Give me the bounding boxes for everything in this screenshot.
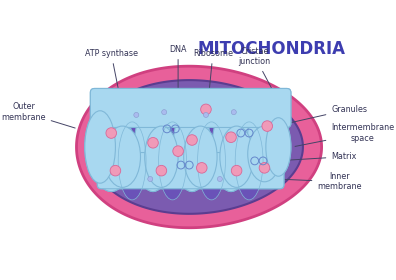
Ellipse shape xyxy=(145,126,178,187)
FancyBboxPatch shape xyxy=(97,153,284,189)
Ellipse shape xyxy=(173,102,211,192)
Circle shape xyxy=(162,110,167,115)
Text: ATP synthase: ATP synthase xyxy=(85,49,138,93)
Circle shape xyxy=(148,137,158,148)
Ellipse shape xyxy=(212,102,250,192)
Polygon shape xyxy=(76,66,322,228)
Ellipse shape xyxy=(184,126,217,187)
Circle shape xyxy=(262,121,272,131)
Polygon shape xyxy=(88,80,303,214)
Circle shape xyxy=(196,163,207,173)
Text: Intermembrane
space: Intermembrane space xyxy=(295,123,394,146)
Text: Inner
membrane: Inner membrane xyxy=(278,172,362,192)
Ellipse shape xyxy=(85,111,115,183)
Ellipse shape xyxy=(85,111,115,183)
Circle shape xyxy=(156,165,167,176)
Ellipse shape xyxy=(119,125,265,178)
Text: Matrix: Matrix xyxy=(278,152,357,161)
Ellipse shape xyxy=(220,126,253,187)
Ellipse shape xyxy=(104,126,141,187)
Ellipse shape xyxy=(104,126,141,187)
Circle shape xyxy=(259,163,270,173)
Ellipse shape xyxy=(134,102,172,192)
FancyBboxPatch shape xyxy=(90,88,291,127)
Text: Cristae
junction: Cristae junction xyxy=(239,47,277,99)
Circle shape xyxy=(226,132,236,143)
Ellipse shape xyxy=(247,101,287,185)
Ellipse shape xyxy=(118,122,146,200)
Text: Ribosome: Ribosome xyxy=(193,49,233,93)
Text: DNA: DNA xyxy=(169,45,187,120)
Ellipse shape xyxy=(184,126,217,187)
Text: Outer
membrane: Outer membrane xyxy=(1,102,75,128)
Ellipse shape xyxy=(89,102,133,192)
Circle shape xyxy=(106,128,116,138)
Text: MITOCHONDRIA: MITOCHONDRIA xyxy=(198,40,346,58)
Circle shape xyxy=(201,104,211,115)
FancyBboxPatch shape xyxy=(90,88,291,127)
Ellipse shape xyxy=(248,126,281,182)
Circle shape xyxy=(173,146,183,157)
Circle shape xyxy=(110,165,121,176)
Ellipse shape xyxy=(266,118,291,176)
Circle shape xyxy=(134,113,139,117)
Ellipse shape xyxy=(198,122,225,200)
Ellipse shape xyxy=(212,102,250,192)
Circle shape xyxy=(204,113,208,117)
Ellipse shape xyxy=(134,102,172,192)
Ellipse shape xyxy=(248,126,281,182)
Text: Granules: Granules xyxy=(278,105,367,125)
Ellipse shape xyxy=(89,102,133,192)
FancyBboxPatch shape xyxy=(97,153,284,189)
Ellipse shape xyxy=(235,122,263,200)
Circle shape xyxy=(217,176,223,181)
Ellipse shape xyxy=(158,122,187,200)
Ellipse shape xyxy=(145,126,178,187)
Circle shape xyxy=(231,110,236,115)
Ellipse shape xyxy=(173,102,211,192)
Circle shape xyxy=(187,135,197,145)
Ellipse shape xyxy=(266,118,291,176)
Circle shape xyxy=(231,165,242,176)
Circle shape xyxy=(148,176,153,181)
Ellipse shape xyxy=(247,101,287,185)
Ellipse shape xyxy=(220,126,253,187)
